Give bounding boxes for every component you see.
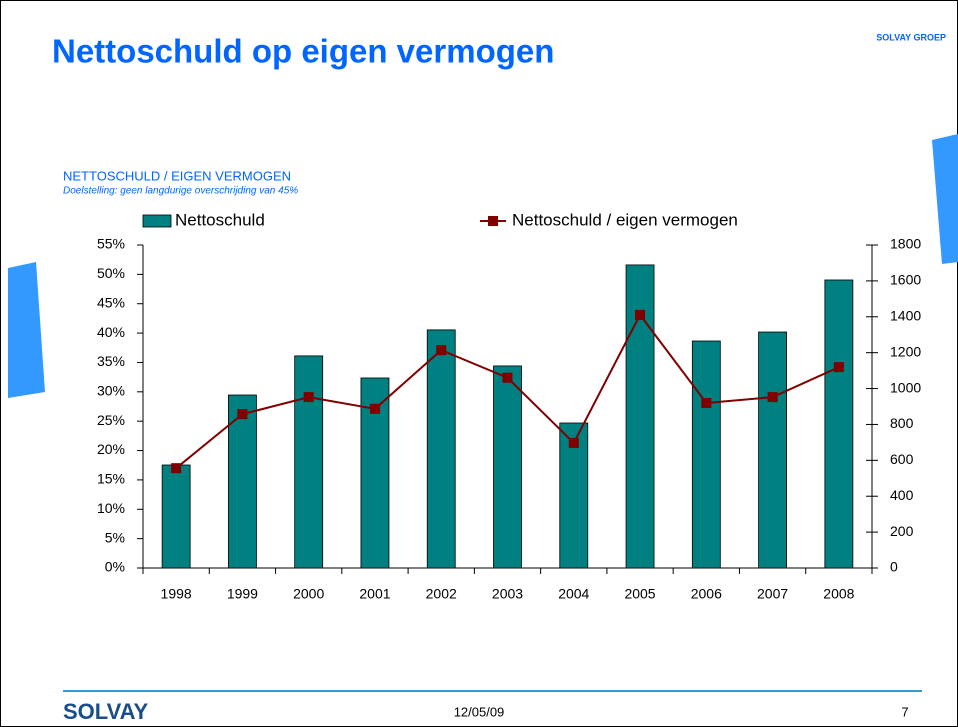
y2-tick-label: 1800	[890, 236, 921, 252]
y-tick-label: 0%	[105, 559, 125, 575]
x-tick-label: 2000	[293, 586, 324, 602]
line-marker	[833, 362, 844, 373]
line-marker	[701, 397, 712, 408]
x-tick-label: 2001	[359, 586, 390, 602]
x-tick-label: 2008	[823, 586, 854, 602]
slide-title: Nettoschuld op eigen vermogen	[52, 33, 554, 70]
y-tick-label: 45%	[97, 294, 125, 310]
line-marker	[767, 392, 778, 403]
y2-tick-label: 1000	[890, 379, 921, 395]
bar	[294, 355, 324, 569]
chart-subtitle: Doelstelling: geen langdurige overschrij…	[63, 186, 298, 197]
y2-tick-label: 1400	[890, 307, 921, 323]
y-tick-label: 35%	[97, 353, 125, 369]
bar	[426, 329, 456, 569]
y-tick-label: 40%	[97, 324, 125, 340]
bar	[161, 464, 191, 569]
line-marker	[635, 309, 646, 320]
chart: 0% 5% 10% 15% 20% 25% 30% 35% 40% 45% 50% 55% 0 200 40…	[97, 210, 921, 601]
x-tick-label: 2005	[624, 586, 655, 602]
x-tick-label: 2004	[558, 586, 589, 602]
legend-swatch	[142, 214, 172, 228]
line-marker	[237, 409, 248, 420]
x-tick-label: 2007	[757, 586, 788, 602]
bar	[228, 394, 257, 569]
legend-label: Nettoschuld	[175, 210, 265, 229]
y2-tick-label: 1600	[890, 272, 921, 288]
footer-logo: SOLVAY	[63, 699, 149, 724]
bar	[625, 264, 655, 569]
x-tick-label: 1999	[227, 586, 258, 602]
brand: SOLVAY GROEP	[876, 32, 946, 42]
x-tick-label: 2003	[492, 586, 523, 602]
chart-title: NETTOSCHULD / EIGEN VERMOGEN	[63, 168, 291, 183]
y-tick-label: 20%	[97, 441, 125, 457]
deco-right	[932, 134, 958, 264]
legend-label: Nettoschuld / eigen vermogen	[512, 210, 738, 229]
footer-page: 7	[901, 704, 908, 719]
y2-tick-label: 0	[890, 559, 898, 575]
deco-left	[8, 262, 45, 398]
y-tick-label: 25%	[97, 412, 125, 428]
bar	[691, 340, 721, 569]
x-tick-label: 1998	[161, 586, 192, 602]
bar	[824, 279, 854, 569]
x-tick-label: 2006	[691, 586, 722, 602]
line-marker	[171, 463, 182, 474]
y2-tick-label: 200	[890, 523, 914, 539]
y2-tick-label: 400	[890, 487, 914, 503]
y2-tick-label: 800	[890, 415, 914, 431]
bar	[758, 331, 787, 569]
y2-tick-label: 600	[890, 451, 914, 467]
x-tick-label: 2002	[426, 586, 457, 602]
y-tick-label: 5%	[105, 529, 125, 545]
line-marker	[369, 403, 380, 414]
line-marker	[436, 345, 447, 356]
line-marker	[502, 372, 513, 383]
y-tick-label: 15%	[97, 471, 125, 487]
line-marker	[568, 437, 579, 448]
bar	[493, 365, 522, 569]
y-tick-label: 50%	[97, 265, 125, 281]
y-tick-label: 30%	[97, 383, 125, 399]
y2-tick-label: 1200	[890, 343, 921, 359]
y-tick-label: 55%	[97, 236, 125, 252]
legend-swatch	[488, 216, 498, 226]
footer-date: 12/05/09	[454, 704, 505, 719]
line-marker	[303, 392, 314, 403]
y-tick-label: 10%	[97, 500, 125, 516]
